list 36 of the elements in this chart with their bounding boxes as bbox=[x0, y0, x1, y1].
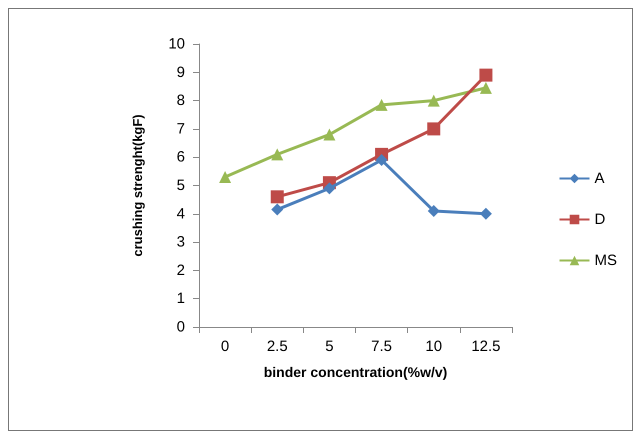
legend-label: MS bbox=[594, 252, 617, 269]
y-tick-label: 10 bbox=[168, 36, 185, 52]
y-tick-label: 7 bbox=[176, 120, 185, 138]
y-tick-label: 0 bbox=[176, 318, 185, 336]
legend-label: A bbox=[594, 170, 605, 187]
x-tick-label: 2.5 bbox=[266, 338, 288, 355]
point bbox=[479, 68, 492, 82]
x-tick-label: 7.5 bbox=[371, 338, 392, 355]
y-tick-label: 4 bbox=[176, 205, 185, 222]
y-tick-label: 2 bbox=[176, 262, 185, 279]
y-tick-label: 3 bbox=[176, 234, 185, 251]
point bbox=[428, 94, 440, 107]
point bbox=[323, 182, 336, 194]
point bbox=[376, 98, 388, 111]
point bbox=[270, 190, 284, 204]
point bbox=[427, 122, 440, 136]
x-tick-label: 5 bbox=[325, 338, 334, 355]
y-tick-label: 8 bbox=[176, 92, 185, 110]
x-tick-label: 10 bbox=[425, 338, 442, 355]
point bbox=[323, 128, 336, 141]
y-tick-label: 9 bbox=[176, 64, 185, 81]
x-tick-label: 12.5 bbox=[471, 338, 501, 355]
x-axis-title: binder concentration(%w/v) bbox=[264, 364, 448, 380]
legend-label: D bbox=[594, 211, 606, 228]
point bbox=[219, 171, 232, 184]
point bbox=[480, 82, 492, 94]
y-tick-label: 5 bbox=[176, 177, 185, 194]
point bbox=[271, 204, 284, 216]
point bbox=[428, 204, 440, 217]
y-tick-label: 1 bbox=[176, 290, 185, 308]
point bbox=[480, 208, 492, 220]
y-axis-title: crushing strenght(kgF) bbox=[130, 114, 145, 257]
y-tick-label: 6 bbox=[176, 148, 185, 166]
point bbox=[271, 148, 284, 160]
point bbox=[376, 154, 388, 166]
x-tick-label: 0 bbox=[220, 338, 230, 355]
